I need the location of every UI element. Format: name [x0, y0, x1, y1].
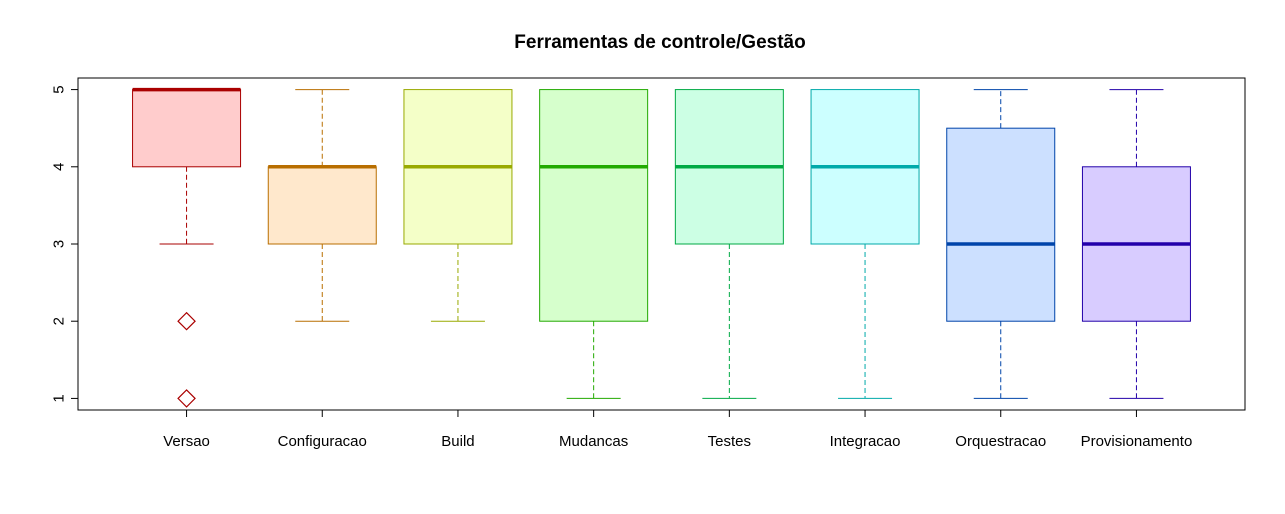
y-tick-label: 2 — [51, 317, 68, 325]
box-iqr — [267, 166, 377, 245]
x-tick-label: Mudancas — [559, 433, 628, 450]
plot-area — [77, 77, 1246, 411]
box-build — [403, 89, 513, 322]
x-tick-label: Configuracao — [278, 433, 367, 450]
y-tick-label: 1 — [51, 394, 68, 402]
box-iqr — [539, 89, 649, 322]
x-tick-label: Build — [441, 433, 474, 450]
box-testes — [674, 89, 784, 399]
y-axis: 1 2 3 4 5 — [51, 85, 78, 403]
x-axis: Versao Configuracao Build Mudancas Testes Int… — [163, 410, 1192, 450]
box-orquestracao — [946, 89, 1056, 399]
y-tick-label: 4 — [51, 163, 68, 171]
y-tick-label: 3 — [51, 240, 68, 248]
box-integracao — [810, 89, 920, 399]
box-configuracao — [267, 89, 377, 322]
box-series — [132, 87, 1191, 408]
x-tick-label: Orquestracao — [955, 433, 1046, 450]
x-tick-label: Testes — [708, 433, 751, 450]
chart-title: Ferramentas de controle/Gestão — [514, 32, 805, 53]
box-provisionamento — [1081, 89, 1191, 399]
box-iqr — [946, 127, 1056, 322]
box-versao — [132, 87, 242, 408]
box-mudancas — [539, 89, 649, 399]
box-iqr — [132, 89, 242, 168]
plot-border — [77, 77, 1246, 411]
outlier-point — [177, 311, 196, 331]
outlier-point — [177, 389, 196, 408]
x-tick-label: Provisionamento — [1081, 433, 1193, 450]
x-tick-label: Integracao — [830, 433, 901, 450]
y-tick-label: 5 — [51, 85, 68, 93]
x-tick-label: Versao — [163, 433, 210, 450]
